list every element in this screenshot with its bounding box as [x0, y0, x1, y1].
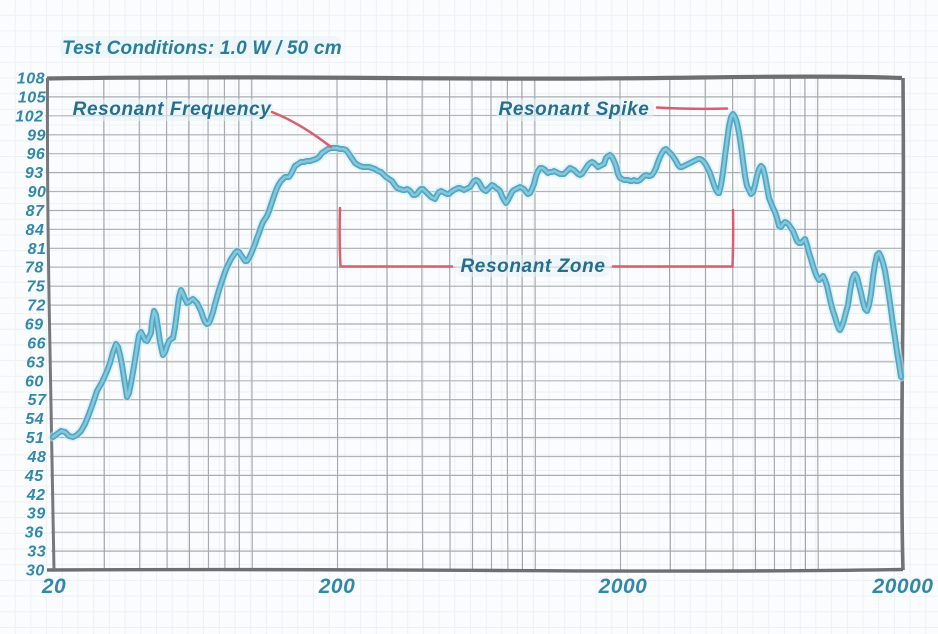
svg-text:2000: 2000	[598, 575, 648, 598]
svg-text:63: 63	[26, 354, 45, 371]
svg-text:Resonant Spike: Resonant Spike	[499, 99, 650, 120]
svg-text:93: 93	[25, 165, 44, 182]
svg-text:42: 42	[26, 487, 46, 504]
svg-text:81: 81	[28, 241, 47, 258]
svg-text:99: 99	[27, 127, 46, 144]
svg-text:36: 36	[25, 525, 44, 542]
svg-text:51: 51	[26, 430, 45, 447]
svg-text:57: 57	[28, 392, 47, 409]
svg-text:54: 54	[25, 411, 44, 428]
svg-text:33: 33	[27, 544, 46, 561]
svg-text:45: 45	[24, 468, 44, 485]
svg-text:200: 200	[318, 575, 356, 598]
svg-text:102: 102	[15, 108, 43, 125]
svg-text:90: 90	[28, 184, 47, 201]
svg-text:20000: 20000	[872, 575, 934, 598]
svg-text:78: 78	[25, 260, 44, 277]
svg-text:Resonant Frequency: Resonant Frequency	[73, 99, 273, 120]
svg-text:87: 87	[26, 203, 45, 220]
svg-text:72: 72	[27, 298, 46, 315]
svg-text:48: 48	[27, 449, 47, 466]
svg-text:Resonant Zone: Resonant Zone	[460, 256, 605, 277]
svg-text:66: 66	[27, 335, 46, 352]
svg-text:84: 84	[26, 222, 45, 239]
svg-text:Test Conditions: 1.0 W / 50 cm: Test Conditions: 1.0 W / 50 cm	[62, 38, 342, 59]
svg-text:20: 20	[41, 575, 66, 598]
svg-text:108: 108	[17, 71, 45, 88]
svg-text:105: 105	[18, 89, 47, 106]
svg-text:60: 60	[25, 373, 44, 390]
svg-text:96: 96	[27, 146, 46, 163]
svg-text:75: 75	[26, 279, 45, 296]
svg-text:39: 39	[27, 506, 46, 523]
svg-text:30: 30	[26, 563, 45, 580]
svg-text:69: 69	[25, 317, 44, 334]
